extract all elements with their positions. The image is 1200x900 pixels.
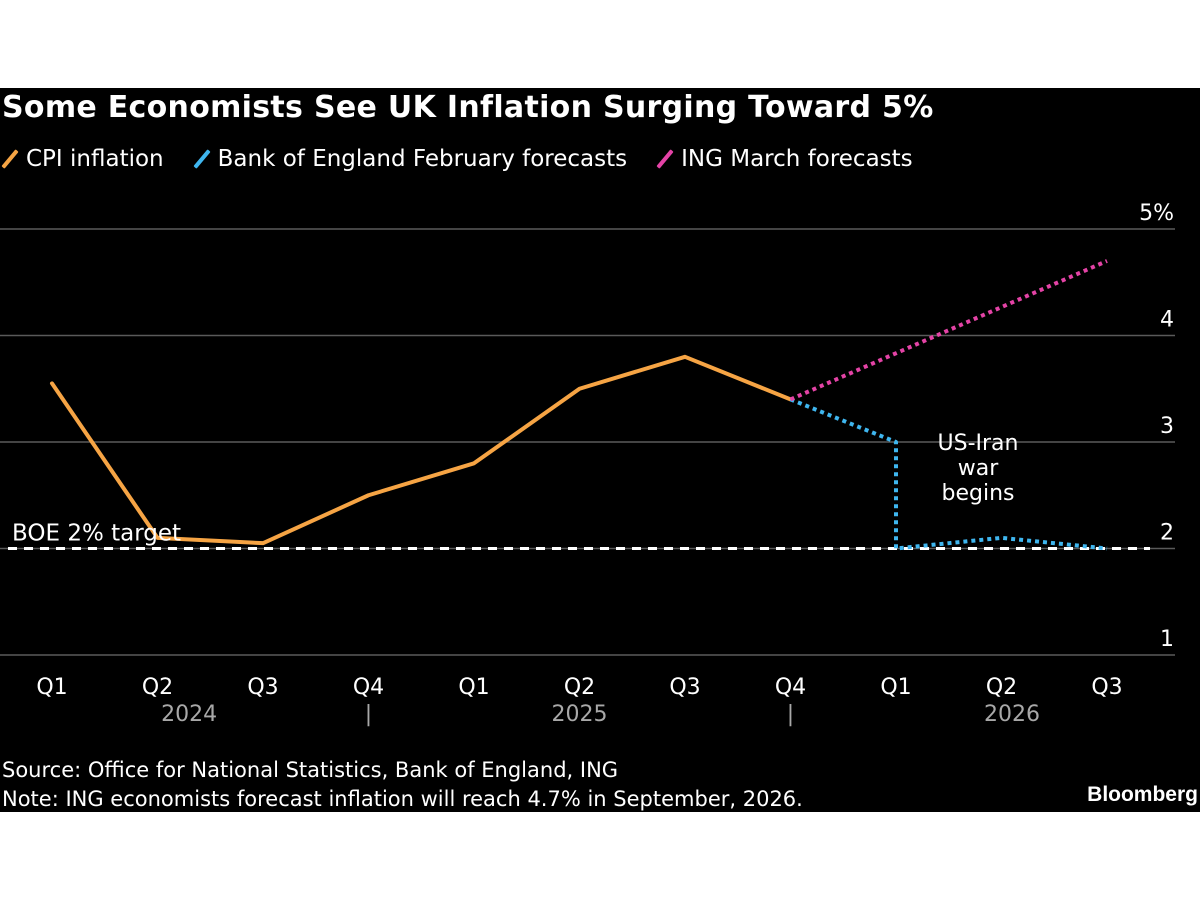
year-label-2025: 2025 bbox=[552, 702, 608, 727]
x-tick-label-7: Q4 bbox=[775, 675, 806, 700]
y-tick-label-4: 4 bbox=[1160, 308, 1174, 333]
legend-item-cpi: CPI inflation bbox=[1, 146, 164, 172]
boe-target-label: BOE 2% target bbox=[12, 521, 181, 547]
legend-label-ing: ING March forecasts bbox=[681, 146, 913, 172]
x-tick-label-9: Q2 bbox=[986, 675, 1017, 700]
legend: CPI inflation Bank of England February f… bbox=[1, 146, 913, 172]
annotation-0-line-2: begins bbox=[942, 481, 1015, 506]
chart-footer: Source: Office for National Statistics, … bbox=[2, 756, 803, 812]
legend-label-boe: Bank of England February forecasts bbox=[217, 146, 628, 172]
annotation-0-line-1: war bbox=[958, 456, 999, 481]
y-tick-label-2: 2 bbox=[1160, 521, 1174, 546]
legend-item-boe: Bank of England February forecasts bbox=[193, 146, 628, 172]
y-tick-label-1: 1 bbox=[1160, 627, 1174, 652]
chart-panel: Some Economists See UK Inflation Surging… bbox=[0, 88, 1200, 812]
chart-title: Some Economists See UK Inflation Surging… bbox=[2, 90, 934, 125]
footnote: Note: ING economists forecast inflation … bbox=[2, 787, 803, 811]
y-tick-label-5: 5% bbox=[1139, 201, 1174, 226]
year-separator-0: | bbox=[365, 702, 372, 727]
source-note: Source: Office for National Statistics, … bbox=[2, 758, 619, 782]
legend-item-ing: ING March forecasts bbox=[656, 146, 913, 172]
x-tick-label-6: Q3 bbox=[669, 675, 700, 700]
year-label-2024: 2024 bbox=[161, 702, 217, 727]
bloomberg-logo: Bloomberg bbox=[1087, 783, 1198, 806]
legend-label-cpi: CPI inflation bbox=[26, 146, 164, 172]
x-tick-label-4: Q1 bbox=[458, 675, 489, 700]
y-tick-label-3: 3 bbox=[1160, 414, 1174, 439]
x-tick-label-5: Q2 bbox=[564, 675, 595, 700]
x-tick-label-0: Q1 bbox=[36, 675, 67, 700]
x-tick-label-3: Q4 bbox=[353, 675, 384, 700]
series-line-2 bbox=[789, 259, 1108, 402]
line-chart: 1 2 3 4 5% Q1 Q2 Q3 Q4 Q1 Q2 Q3 Q4 Q1 Q2 Q3 2024 2025 2026… bbox=[0, 201, 1175, 727]
annotation-0-line-0: US-Iran bbox=[938, 431, 1019, 456]
series-line-0 bbox=[50, 354, 793, 546]
series-line-1 bbox=[789, 397, 1108, 551]
x-tick-label-2: Q3 bbox=[247, 675, 278, 700]
x-tick-label-8: Q1 bbox=[880, 675, 911, 700]
x-tick-label-1: Q2 bbox=[142, 675, 173, 700]
year-label-2026: 2026 bbox=[984, 702, 1040, 727]
year-separator-1: | bbox=[787, 702, 794, 727]
x-tick-label-10: Q3 bbox=[1091, 675, 1122, 700]
